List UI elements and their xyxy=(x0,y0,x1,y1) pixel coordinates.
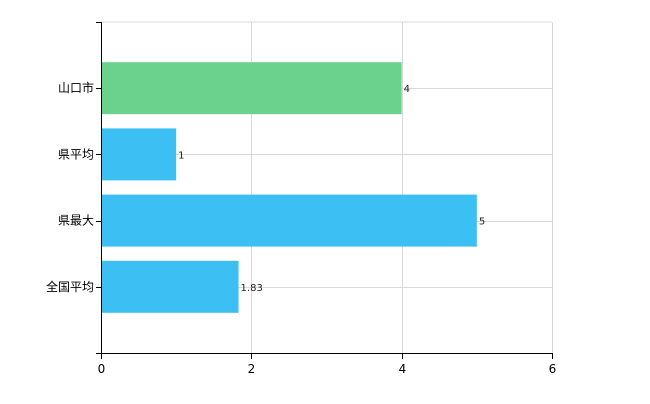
data-label-3: 1.83 xyxy=(241,283,263,294)
data-label-0: 4 xyxy=(404,84,410,95)
bar-0 xyxy=(101,62,402,115)
bar-1 xyxy=(101,128,177,181)
category-label-2: 県最大 xyxy=(58,214,94,228)
category-label-3: 全国平均 xyxy=(46,279,94,294)
bar-layer xyxy=(101,62,477,313)
axis-layer xyxy=(96,22,553,359)
bar-3 xyxy=(101,260,239,313)
category-label-1: 県平均 xyxy=(58,147,94,161)
category-label-0: 山口市 xyxy=(58,80,94,95)
data-label-2: 5 xyxy=(479,217,485,228)
x-tick-label-6: 6 xyxy=(549,362,557,376)
x-tick-label-0: 0 xyxy=(98,362,106,376)
x-tick-label-2: 2 xyxy=(248,362,256,376)
x-tick-label-4: 4 xyxy=(399,362,407,376)
data-label-1: 1 xyxy=(178,150,184,161)
bar-2 xyxy=(101,194,477,247)
